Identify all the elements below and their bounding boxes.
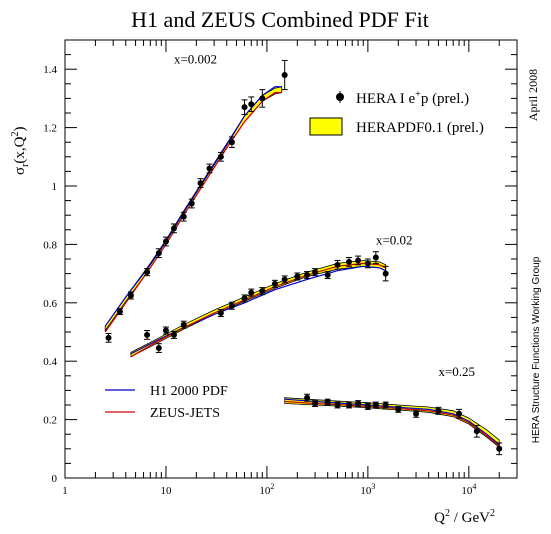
y-tick-label: 0.6 bbox=[43, 298, 57, 310]
data-point bbox=[241, 104, 248, 111]
data-point bbox=[334, 402, 341, 408]
data-point bbox=[355, 400, 362, 407]
data-point bbox=[334, 261, 341, 268]
data-point bbox=[473, 428, 480, 435]
zeus-jets-curve bbox=[104, 92, 282, 333]
y-tick-label: 1.4 bbox=[43, 64, 57, 76]
data-point bbox=[372, 402, 379, 408]
data-point bbox=[364, 260, 371, 267]
data-points bbox=[105, 59, 503, 456]
x-tick-label: 10 bbox=[160, 485, 172, 497]
pdf-band bbox=[284, 397, 500, 449]
data-point bbox=[217, 310, 224, 317]
lines-legend-label: ZEUS-JETS bbox=[150, 406, 220, 421]
y-tick-label: 0.8 bbox=[43, 239, 57, 251]
legend-band-swatch bbox=[309, 117, 343, 136]
data-point bbox=[312, 400, 319, 407]
legend-data: HERA I e+p (prel.) bbox=[336, 89, 469, 107]
working-group-label: HERA Structure Functions Working Group bbox=[531, 256, 542, 443]
lines-legend: H1 2000 PDF ZEUS-JETS bbox=[105, 384, 228, 421]
data-point bbox=[496, 445, 503, 452]
y-tick-label: 0 bbox=[52, 473, 58, 485]
x-axis-title-base: Q bbox=[434, 510, 445, 526]
x-tick-label: 102 bbox=[259, 482, 274, 497]
legend-band-label: HERAPDF0.1 (prel.) bbox=[356, 120, 484, 136]
data-point bbox=[180, 213, 187, 220]
data-point bbox=[170, 225, 177, 232]
data-point bbox=[281, 72, 288, 79]
data-point bbox=[435, 407, 442, 414]
series-label: x=0.25 bbox=[438, 364, 475, 379]
x-tick-label: 104 bbox=[461, 482, 476, 497]
data-point bbox=[197, 180, 204, 187]
data-point bbox=[456, 410, 463, 417]
y-tick-label: 1.2 bbox=[43, 123, 57, 135]
data-point bbox=[170, 331, 177, 338]
series-label: x=0.02 bbox=[376, 232, 413, 247]
data-point bbox=[304, 272, 311, 279]
data-point bbox=[144, 269, 151, 276]
data-point bbox=[248, 289, 255, 296]
data-point bbox=[355, 257, 362, 264]
data-point bbox=[312, 269, 319, 276]
data-point bbox=[217, 153, 224, 160]
data-point bbox=[324, 399, 331, 406]
y-axis-title: σr(x,Q2) bbox=[10, 126, 31, 175]
data-point bbox=[372, 254, 379, 261]
axis-ticks: 1 10 102 103 104 0 0.2 0.4 0.6 0.8 1 1.2 1.4 bbox=[43, 40, 517, 497]
data-point bbox=[180, 321, 187, 328]
data-point bbox=[248, 101, 255, 108]
data-point bbox=[281, 276, 288, 283]
data-point bbox=[259, 95, 266, 102]
data-point bbox=[206, 165, 213, 172]
data-point bbox=[162, 238, 169, 245]
data-point bbox=[395, 406, 402, 413]
legend-band: HERAPDF0.1 (prel.) bbox=[309, 117, 484, 136]
data-point bbox=[382, 402, 389, 408]
series-labels: x=0.002 x=0.02 x=0.25 bbox=[174, 51, 475, 378]
data-point bbox=[228, 139, 235, 146]
data-point bbox=[144, 331, 151, 338]
data-point bbox=[116, 308, 123, 315]
data-point bbox=[413, 410, 420, 417]
y-tick-label: 1 bbox=[52, 181, 58, 193]
data-point bbox=[188, 200, 195, 207]
lines-legend-label: H1 2000 PDF bbox=[150, 384, 228, 399]
pdf-band bbox=[130, 260, 387, 358]
data-point bbox=[155, 345, 162, 352]
data-point bbox=[241, 295, 248, 302]
data-point bbox=[162, 327, 169, 334]
data-point bbox=[364, 403, 371, 410]
data-point bbox=[228, 302, 235, 309]
data-point bbox=[345, 402, 352, 408]
x-tick-label: 1 bbox=[62, 485, 68, 497]
y-tick-label: 0.4 bbox=[43, 356, 57, 368]
h1-2000-curve bbox=[104, 86, 282, 327]
x-tick-label: 103 bbox=[360, 482, 375, 497]
chart-title: H1 and ZEUS Combined PDF Fit bbox=[131, 7, 429, 32]
legend-data-label: HERA I e+p (prel.) bbox=[356, 89, 469, 107]
zeus-jets-curve bbox=[284, 400, 500, 447]
x-axis-title: Q2 / GeV2 bbox=[434, 508, 495, 526]
data-point bbox=[105, 334, 112, 341]
series-label: x=0.002 bbox=[174, 51, 217, 66]
data-point bbox=[127, 292, 134, 299]
data-point bbox=[259, 288, 266, 295]
data-point bbox=[155, 250, 162, 257]
data-point bbox=[294, 273, 301, 280]
y-tick-label: 0.2 bbox=[43, 415, 57, 427]
h1-2000-curve bbox=[130, 265, 386, 355]
data-point bbox=[271, 280, 278, 287]
data-point bbox=[345, 258, 352, 265]
date-label: April 2008 bbox=[526, 69, 540, 121]
data-point bbox=[382, 270, 389, 277]
data-point bbox=[324, 272, 331, 279]
data-point bbox=[304, 394, 311, 401]
zeus-jets-curve bbox=[130, 262, 386, 358]
